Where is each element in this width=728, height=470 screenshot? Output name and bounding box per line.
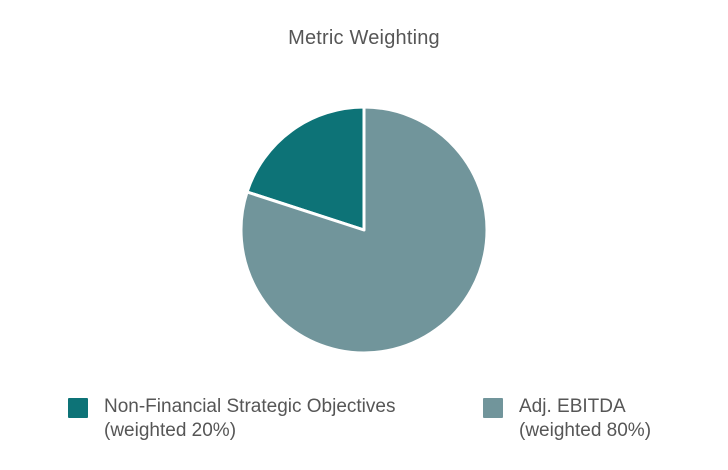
pie-slice-0[interactable] — [245, 105, 366, 232]
legend-label-line1: Adj. EBITDA — [519, 396, 626, 417]
legend-label-line2: (weighted 80%) — [519, 420, 652, 441]
legend-label-line1: Non-Financial Strategic Objectives — [104, 396, 396, 417]
legend-marker-icon — [483, 398, 503, 418]
legend-label: Adj. EBITDA (weighted 80%) — [519, 395, 651, 443]
legend-label: Non-Financial Strategic Objectives (weig… — [104, 395, 395, 443]
legend-item-adj-ebitda[interactable]: Adj. EBITDA (weighted 80%) — [483, 395, 651, 443]
pie-slice-1[interactable] — [239, 105, 489, 355]
legend-item-non-financial[interactable]: Non-Financial Strategic Objectives (weig… — [68, 395, 395, 443]
chart-title: Metric Weighting — [288, 27, 440, 49]
legend-label-line2: (weighted 20%) — [104, 420, 237, 441]
legend-marker-icon — [68, 398, 88, 418]
